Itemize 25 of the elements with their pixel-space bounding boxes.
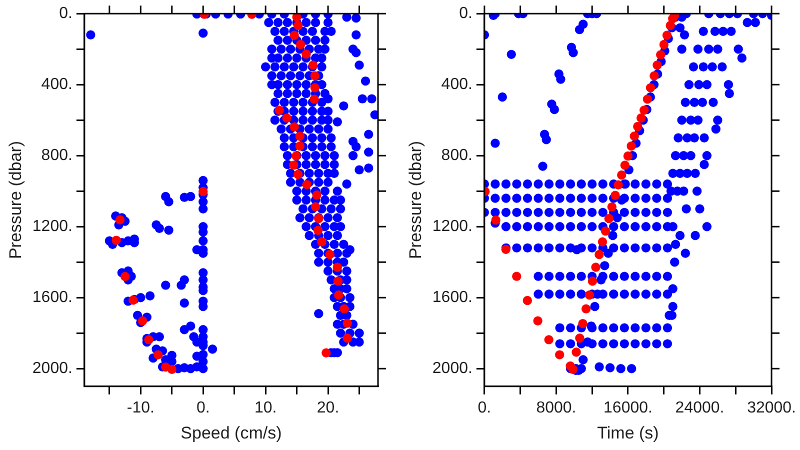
x-axis-title: Time (s) <box>597 423 659 442</box>
x-tick-label: 8000. <box>536 399 576 416</box>
y-tick-label: 400. <box>441 76 472 94</box>
y-tick-label: 2000. <box>432 360 472 378</box>
y-tick-label: 400. <box>41 76 72 94</box>
y-tick-label: 800. <box>41 147 72 164</box>
y-tick-label: 1200. <box>32 218 72 236</box>
x-tick-label: -10. <box>126 399 154 416</box>
y-axis-title: Pressure (dbar) <box>6 140 25 260</box>
y-tick-label: 1200. <box>432 218 472 236</box>
y-tick-label: 1600. <box>32 289 72 306</box>
x-tick-label: 32000. <box>747 399 796 416</box>
y-tick-label: 0. <box>459 5 472 22</box>
x-tick-label: 0. <box>478 399 492 416</box>
x-tick-label: 16000. <box>604 399 652 416</box>
x-tick-label: 24000. <box>675 399 724 416</box>
y-tick-label: 1600. <box>432 289 472 306</box>
x-tick-label: 20. <box>316 399 340 416</box>
y-axis-title: Pressure (dbar) <box>406 140 425 260</box>
y-tick-label: 2000. <box>32 360 72 378</box>
x-tick-label: 10. <box>254 399 277 416</box>
y-tick-label: 0. <box>59 5 72 22</box>
x-axis-title: Speed (cm/s) <box>180 423 282 442</box>
y-tick-label: 800. <box>441 147 472 164</box>
x-tick-label: 0. <box>196 399 210 416</box>
